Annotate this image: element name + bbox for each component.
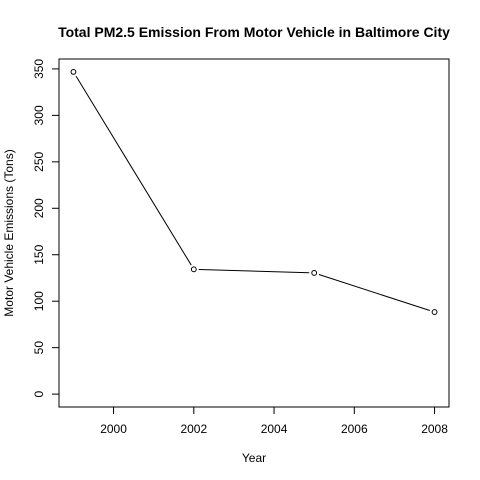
y-tick-label: 0 xyxy=(32,390,46,397)
data-point xyxy=(311,270,318,276)
x-axis-label: Year xyxy=(242,451,266,465)
x-axis: 2000 2002 2004 2006 2008 xyxy=(100,406,448,436)
series-line-segment xyxy=(75,75,192,266)
series-line-segment xyxy=(318,274,430,311)
data-point xyxy=(70,68,77,75)
x-tick-label: 2002 xyxy=(180,422,207,436)
y-tick-label: 250 xyxy=(32,151,46,171)
chart-title: Total PM2.5 Emission From Motor Vehicle … xyxy=(58,24,450,40)
x-tick-label: 2006 xyxy=(341,422,368,436)
x-tick-label: 2008 xyxy=(421,422,448,436)
series-line-segment xyxy=(198,268,310,274)
y-tick-label: 150 xyxy=(32,244,46,264)
data-points xyxy=(70,68,438,315)
y-tick-label: 50 xyxy=(32,341,46,355)
series-line-group xyxy=(75,75,430,311)
y-axis-label: Motor Vehicle Emissions (Tons) xyxy=(2,149,16,316)
data-point xyxy=(431,309,438,315)
y-tick-label: 350 xyxy=(32,59,46,79)
y-tick-label: 300 xyxy=(32,105,46,125)
x-tick-label: 2004 xyxy=(261,422,288,436)
x-tick-label: 2000 xyxy=(100,422,127,436)
y-tick-label: 200 xyxy=(32,198,46,218)
data-point xyxy=(190,266,197,273)
y-axis: 0 50 100 150 200 250 300 350 xyxy=(32,59,60,397)
y-tick-label: 100 xyxy=(32,291,46,311)
